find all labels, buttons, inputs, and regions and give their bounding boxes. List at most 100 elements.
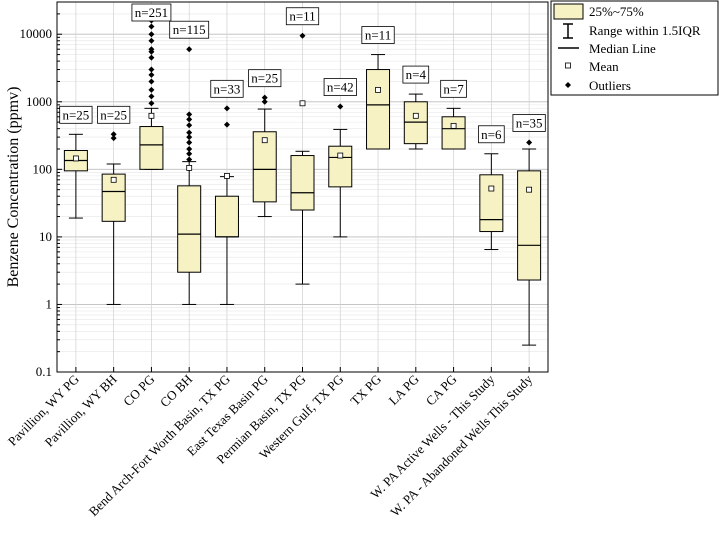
mean-marker bbox=[526, 186, 533, 193]
iqr-box bbox=[441, 116, 466, 150]
outlier-marker bbox=[186, 146, 193, 153]
box-group-western-gulf-tx-pg: n=42 bbox=[323, 78, 357, 238]
n-label-frame bbox=[512, 114, 546, 132]
outlier-marker bbox=[186, 139, 193, 146]
n-label: n=25 bbox=[251, 71, 278, 86]
legend-mean-label: Mean bbox=[589, 59, 619, 74]
n-label-frame bbox=[59, 105, 93, 124]
mean-marker bbox=[450, 122, 457, 129]
mean-marker bbox=[261, 137, 268, 144]
legend: 25%~75% Range within 1.5IQR Median Line … bbox=[550, 0, 719, 96]
box-group-w-pa-active-wells-this-study: n=6 bbox=[478, 125, 505, 251]
n-label: n=25 bbox=[100, 107, 127, 122]
mean-marker bbox=[412, 112, 419, 119]
iqr-box bbox=[517, 170, 542, 281]
outlier-marker bbox=[148, 93, 155, 100]
n-label-frame bbox=[169, 20, 210, 39]
n-label: n=25 bbox=[62, 107, 89, 122]
outlier-marker bbox=[186, 150, 193, 157]
n-label-frame bbox=[248, 69, 282, 88]
outlier-marker bbox=[148, 66, 155, 73]
outlier-marker bbox=[223, 121, 230, 128]
n-label-frame bbox=[131, 3, 172, 22]
box-group-co-pg: n=251 bbox=[131, 3, 172, 170]
box-group-pavillion-wy-bh: n=25 bbox=[97, 105, 131, 305]
mean-marker bbox=[224, 172, 230, 179]
outlier-marker bbox=[299, 32, 306, 39]
n-label: n=33 bbox=[214, 81, 241, 96]
outlier-marker bbox=[186, 122, 193, 129]
mean-marker bbox=[375, 86, 381, 93]
legend-range-label: Range within 1.5IQR bbox=[589, 23, 701, 38]
mean-marker bbox=[299, 100, 306, 107]
iqr-box bbox=[479, 174, 504, 233]
y-axis-title: Benzene Concentration (ppmv) bbox=[5, 87, 22, 288]
outlier-marker bbox=[186, 156, 193, 163]
n-label: n=7 bbox=[443, 81, 464, 96]
outlier-marker bbox=[148, 100, 155, 107]
outlier-marker bbox=[526, 139, 533, 146]
box-group-co-bh: n=115 bbox=[169, 20, 210, 305]
box-group-ca-pg: n=7 bbox=[440, 79, 467, 150]
n-label-frame bbox=[440, 79, 467, 98]
legend-mean-swatch bbox=[565, 62, 571, 69]
box-group-permian-basin-tx-pg: n=11 bbox=[285, 7, 320, 285]
mean-marker bbox=[148, 112, 155, 119]
mean-marker bbox=[186, 165, 193, 171]
n-label: n=4 bbox=[406, 67, 427, 82]
outlier-marker bbox=[148, 23, 155, 30]
mean-marker bbox=[72, 155, 79, 162]
n-label-frame bbox=[210, 79, 244, 98]
n-label-frame bbox=[478, 125, 505, 144]
n-label-frame bbox=[323, 78, 357, 96]
n-label: n=11 bbox=[365, 28, 391, 43]
box-group-la-pg: n=4 bbox=[402, 65, 430, 150]
box-group-bend-arch-fort-worth-basin-tx-pg: n=33 bbox=[210, 79, 244, 305]
n-label: n=251 bbox=[135, 5, 168, 20]
outlier-marker bbox=[148, 37, 155, 44]
iqr-box bbox=[366, 69, 391, 150]
outlier-marker bbox=[110, 135, 117, 142]
outlier-marker bbox=[186, 129, 193, 136]
n-label-frame bbox=[97, 105, 131, 124]
y-axis: 0.1 1 10 100 1000 10000 bbox=[20, 1, 62, 379]
n-label: n=35 bbox=[516, 115, 543, 130]
mean-marker bbox=[110, 176, 117, 183]
legend-box-label: 25%~75% bbox=[589, 4, 644, 19]
outlier-marker bbox=[223, 105, 230, 112]
y-tick-label: 1000 bbox=[26, 94, 52, 109]
outlier-marker bbox=[148, 46, 155, 53]
n-label-frame bbox=[402, 65, 430, 84]
iqr-box bbox=[139, 126, 164, 170]
n-label: n=11 bbox=[289, 9, 315, 24]
outlier-marker bbox=[186, 111, 193, 118]
outlier-marker bbox=[261, 94, 268, 101]
y-tick-label: 0.1 bbox=[36, 364, 52, 379]
iqr-box bbox=[290, 155, 315, 211]
n-label-frame bbox=[361, 26, 395, 44]
outlier-marker bbox=[148, 71, 155, 78]
legend-box-swatch bbox=[553, 3, 584, 20]
outlier-marker bbox=[186, 134, 193, 141]
y-tick-label: 100 bbox=[33, 161, 53, 176]
y-tick-label: 10 bbox=[39, 229, 52, 244]
iqr-box bbox=[101, 173, 126, 222]
legend-range-swatch bbox=[563, 23, 573, 39]
box-group-tx-pg: n=11 bbox=[361, 26, 395, 150]
y-tick-label: 10000 bbox=[20, 26, 53, 41]
legend-median-label: Median Line bbox=[589, 41, 656, 56]
iqr-box bbox=[328, 145, 353, 188]
outlier-marker bbox=[148, 31, 155, 38]
n-label: n=115 bbox=[173, 22, 206, 37]
n-label: n=42 bbox=[327, 80, 354, 95]
box-series: n=25 n=25 n=251 n=115 n=33 n=25 n=11 n=42 n=11 n=… bbox=[59, 3, 546, 346]
y-tick-label: 1 bbox=[46, 296, 53, 311]
outlier-marker bbox=[186, 116, 193, 123]
outlier-marker bbox=[110, 131, 117, 138]
gridlines bbox=[57, 1, 548, 373]
iqr-box bbox=[177, 185, 202, 273]
box-group-east-texas-basin-pg: n=25 bbox=[248, 69, 282, 218]
legend-outlier-swatch bbox=[565, 82, 571, 88]
outlier-marker bbox=[186, 46, 193, 53]
